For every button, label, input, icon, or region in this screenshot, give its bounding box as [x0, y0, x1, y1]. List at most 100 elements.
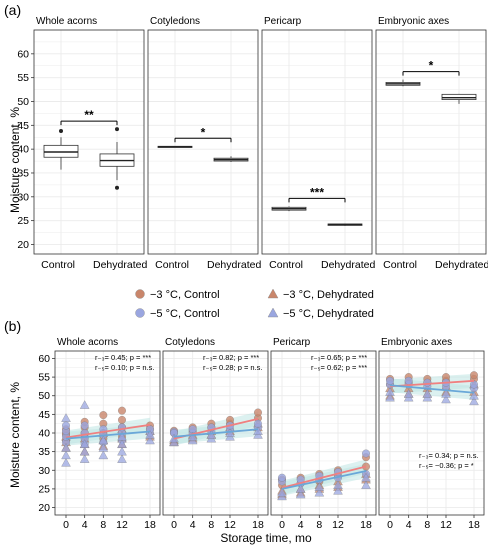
panel-border [375, 29, 487, 255]
facet-title: Whole acorns [36, 16, 97, 27]
scatter-facet-1: Whole acorns r₋₃= 0.45; p = ***r₋₅= 0.10;… [54, 337, 161, 531]
data-point-triangle [295, 489, 306, 499]
data-point-circle [80, 421, 89, 430]
x-tick-label: 8 [208, 519, 214, 531]
x-tick-label: Dehydrated [321, 259, 375, 271]
data-point-triangle [79, 439, 90, 448]
y-tick-label: 50 [38, 390, 50, 402]
x-tick-label: 12 [116, 519, 128, 531]
y-tick-label: 20 [38, 502, 50, 514]
plot-area [34, 30, 144, 254]
panel-border [378, 350, 485, 516]
significance-bracket: *** [288, 185, 346, 203]
data-point-triangle [385, 392, 395, 402]
plot-area [262, 30, 372, 254]
data-point-circle [62, 421, 70, 430]
outlier-point [59, 129, 63, 134]
x-tick-label: 18 [144, 519, 156, 531]
panel-b-label: (b) [4, 318, 21, 334]
legend-triangle-icon [267, 307, 279, 318]
y-tick-label: 40 [17, 144, 29, 156]
data-point-circle [423, 378, 432, 387]
panel-b-scatter: Whole acorns r₋₃= 0.45; p = ***r₋₅= 0.10;… [38, 337, 485, 531]
data-point-circle [254, 408, 262, 417]
box-control [385, 79, 421, 87]
box-control [157, 145, 193, 148]
data-point-triangle [314, 487, 325, 497]
data-point-triangle [61, 443, 71, 452]
data-point-triangle [117, 446, 127, 456]
data-point-triangle [253, 426, 263, 435]
panel-border [270, 350, 377, 516]
correlation-stat: r₋₃= 0.82; p = *** [203, 353, 259, 362]
x-tick-label: Dehydrated [93, 259, 147, 271]
x-tick-label: 12 [332, 519, 344, 531]
data-point-circle [118, 406, 126, 415]
y-tick-label: 40 [38, 428, 50, 440]
correlation-stat: r₋₅= −0.36; p = * [419, 461, 474, 470]
data-point-triangle [187, 431, 198, 441]
data-point-triangle [361, 480, 371, 489]
significance-bracket: * [402, 59, 460, 76]
x-tick-label: Control [269, 259, 303, 271]
box-dehydrated [99, 127, 135, 190]
data-point-circle [118, 416, 126, 424]
x-tick-label: 18 [468, 519, 480, 531]
x-tick-label: 8 [316, 519, 322, 531]
panel-border [162, 350, 269, 516]
legend-triangle-icon [267, 288, 279, 299]
box-control [43, 129, 79, 170]
data-point-triangle [422, 389, 433, 398]
data-point-triangle [79, 454, 90, 463]
data-point-triangle [277, 487, 287, 497]
data-point-triangle [145, 430, 155, 439]
facet-title: Whole acorns [57, 337, 118, 348]
data-point-triangle [61, 458, 71, 467]
data-point-circle [278, 473, 286, 482]
facet-title: Embryonic axes [378, 16, 449, 27]
data-point-triangle [441, 389, 451, 398]
y-tick-label: 55 [17, 72, 29, 84]
data-point-triangle [145, 435, 155, 445]
x-tick-label: Control [41, 259, 75, 271]
data-point-circle [386, 376, 394, 385]
x-tick-label: 8 [424, 519, 430, 531]
y-tick-label: 45 [38, 409, 50, 421]
panel-b-y-axis-label: Moisture content, % [8, 382, 22, 488]
data-point-triangle [295, 484, 306, 493]
data-point-triangle [61, 413, 71, 422]
plot-area [148, 30, 258, 254]
panel-a-label: (a) [4, 2, 21, 18]
regression-line [281, 470, 367, 490]
y-tick-label: 55 [38, 372, 50, 384]
x-tick-label: 4 [190, 519, 196, 531]
x-tick-label: 12 [440, 519, 452, 531]
y-tick-label: 30 [17, 191, 29, 203]
panel-b-x-axis-label: Storage time, mo [220, 531, 312, 545]
facet-title: Pericarp [273, 337, 311, 348]
box-iqr [441, 93, 477, 100]
facet-title: Cotyledons [165, 337, 215, 348]
data-point-triangle [469, 390, 479, 400]
box-facet-2: Cotyledons * Control Dehydrated [147, 16, 261, 271]
facet-title: Cotyledons [150, 16, 200, 27]
x-tick-label: Dehydrated [435, 259, 488, 271]
x-tick-label: 4 [406, 519, 412, 531]
legend-label: −5 °C, Dehydrated [283, 308, 374, 320]
data-point-triangle [98, 443, 109, 452]
legend-item: −5 °C, Control [135, 308, 220, 320]
data-point-triangle [117, 431, 127, 441]
y-tick-label: 35 [17, 167, 29, 179]
y-tick-label: 25 [17, 215, 29, 227]
y-tick-label: 50 [17, 96, 29, 108]
correlation-stat: r₋₃= 0.34; p = n.s. [419, 451, 479, 460]
correlation-stat: r₋₅= 0.62; p = *** [311, 363, 367, 372]
x-tick-label: 4 [82, 519, 88, 531]
legend-item: −5 °C, Dehydrated [267, 307, 374, 320]
data-point-triangle [361, 472, 371, 482]
x-tick-label: 0 [171, 519, 177, 531]
facet-title: Embryonic axes [381, 337, 452, 348]
y-tick-label: 45 [17, 120, 29, 132]
significance-stars: *** [310, 185, 324, 199]
